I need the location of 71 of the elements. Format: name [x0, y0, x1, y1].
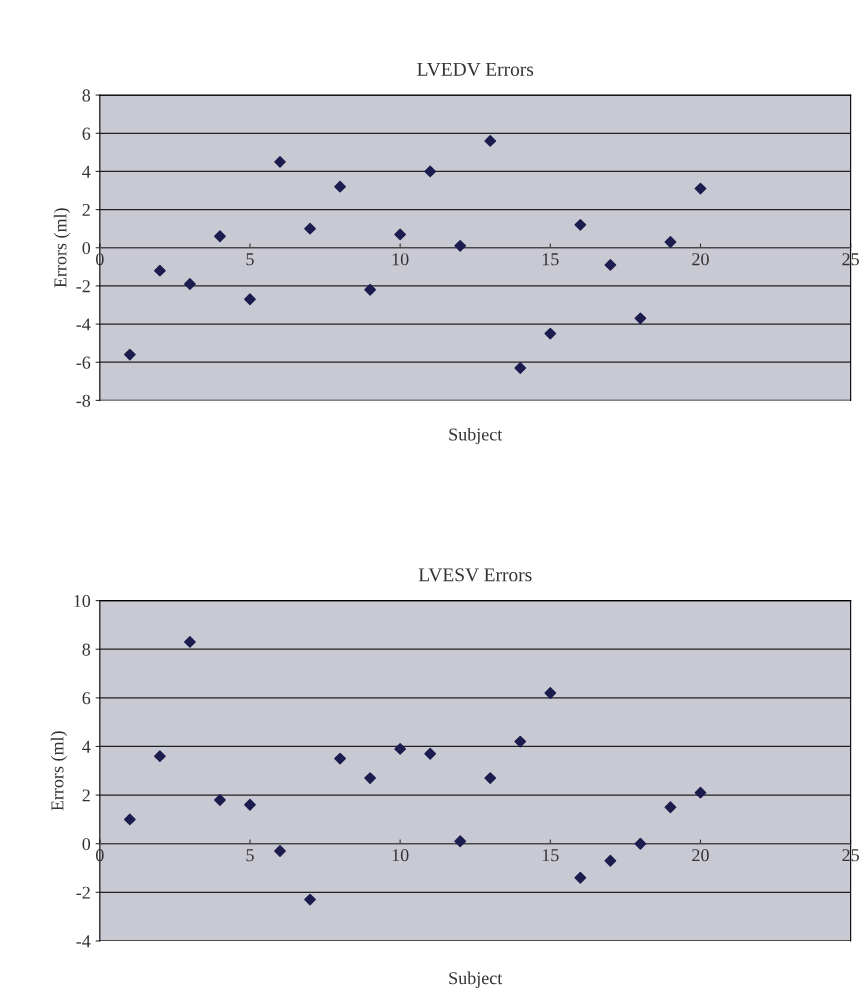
point	[454, 239, 467, 252]
point	[544, 327, 557, 340]
point	[604, 259, 617, 271]
point	[424, 165, 437, 178]
point	[244, 798, 256, 811]
x-tick-label: 5	[246, 849, 254, 862]
y-axis-title: Errors (ml)	[50, 731, 68, 811]
point	[334, 180, 346, 193]
y-tick-label: -4	[76, 318, 91, 331]
x-tick-label: 20	[692, 253, 709, 266]
point	[394, 742, 407, 755]
point	[364, 283, 377, 296]
x-tick-label: 5	[246, 253, 254, 266]
y-tick-label: -2	[76, 886, 90, 899]
x-tick-label: 15	[542, 253, 559, 266]
point	[244, 293, 256, 306]
point	[514, 362, 527, 374]
point	[604, 854, 617, 867]
point	[454, 835, 467, 848]
point	[574, 218, 587, 231]
chart-title: LVEDV Errors	[417, 62, 534, 76]
x-axis-title: Subject	[449, 971, 503, 988]
point	[694, 786, 707, 799]
point	[334, 752, 346, 765]
chart-title: LVESV Errors	[418, 568, 532, 582]
point	[484, 772, 497, 784]
x-tick-label: 10	[392, 253, 409, 266]
y-tick-label: -4	[76, 935, 91, 948]
point	[664, 236, 677, 248]
y-tick-label: -2	[76, 280, 90, 293]
x-tick-label: 10	[392, 849, 409, 862]
y-tick-label: 10	[74, 594, 91, 608]
y-tick-label: 6	[82, 692, 91, 705]
y-tick-label: 8	[82, 89, 91, 102]
y-tick-label: -6	[76, 356, 91, 369]
point	[634, 837, 647, 850]
y-tick-label: 2	[82, 203, 90, 216]
point	[364, 772, 377, 784]
point	[574, 871, 587, 884]
point	[153, 264, 166, 277]
x-axis-title: Subject	[449, 427, 503, 445]
x-tick-label: 15	[542, 849, 559, 862]
point	[153, 750, 166, 763]
point	[304, 222, 316, 235]
y-axis-title: Errors (ml)	[53, 208, 71, 288]
y-tick-label: 4	[82, 165, 91, 178]
y-tick-label: 2	[82, 789, 90, 802]
point	[214, 230, 226, 243]
y-tick-label: 8	[82, 643, 91, 656]
y-tick-label: 0	[82, 837, 91, 851]
point	[544, 687, 557, 699]
point	[123, 348, 136, 361]
point	[694, 182, 707, 195]
point	[484, 134, 497, 147]
y-tick-label: 0	[82, 242, 91, 255]
point	[123, 813, 136, 826]
point	[304, 893, 316, 906]
y-tick-label: 4	[82, 740, 91, 753]
point	[184, 278, 196, 290]
y-tick-label: 6	[82, 127, 91, 140]
point	[514, 735, 527, 748]
point	[424, 747, 437, 760]
point	[274, 155, 286, 168]
point	[664, 801, 677, 814]
x-tick-label: 20	[692, 849, 709, 862]
point	[184, 636, 196, 648]
point	[274, 845, 286, 857]
point	[214, 794, 226, 806]
y-tick-label: -8	[76, 394, 91, 407]
point	[394, 228, 407, 241]
point	[634, 312, 647, 325]
